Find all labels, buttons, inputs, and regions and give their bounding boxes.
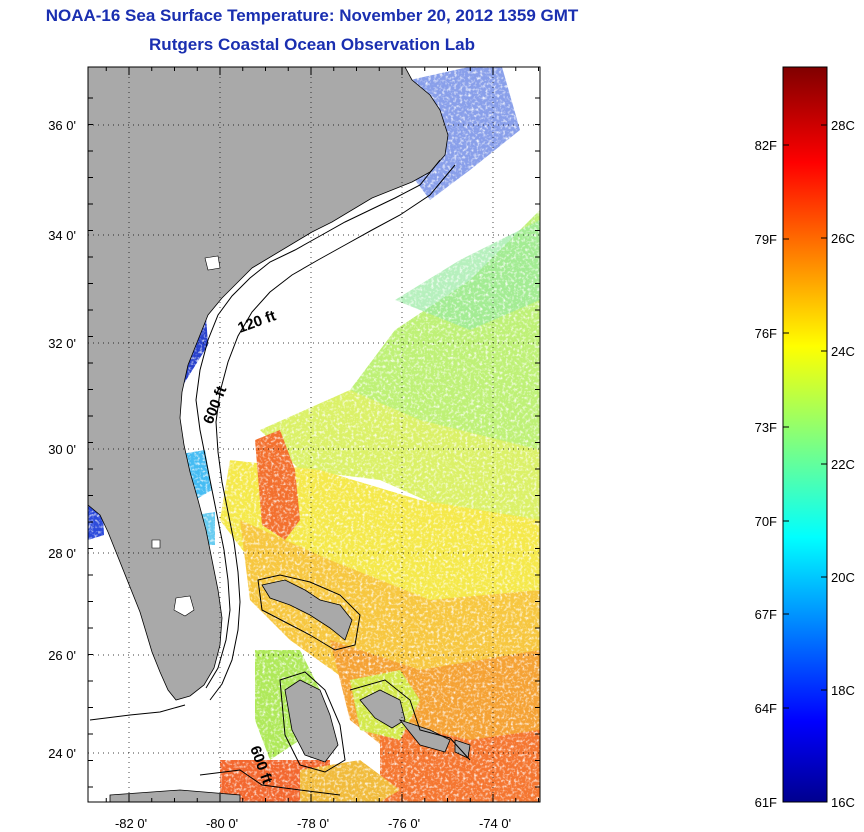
colorbar-ticks (783, 124, 827, 709)
fahrenheit-label: 79F (755, 232, 777, 247)
fahrenheit-label: 73F (755, 420, 777, 435)
graticule (88, 67, 540, 802)
latitude-labels: 36 0' 34 0' 32 0' 30 0' 28 0' 26 0' 24 0… (48, 118, 76, 761)
celsius-label: 28C (831, 118, 855, 133)
fahrenheit-label: 82F (755, 138, 777, 153)
land-mask (88, 67, 471, 802)
lakes (151, 255, 221, 617)
colorbar-celsius-labels: 28C 26C 24C 22C 20C 18C 16C (831, 118, 855, 810)
fahrenheit-label: 67F (755, 607, 777, 622)
celsius-label: 18C (831, 683, 855, 698)
lat-label: 32 0' (48, 336, 76, 351)
colorbar-fahrenheit-labels: 82F 79F 76F 73F 70F 67F 64F 61F (755, 138, 777, 810)
fahrenheit-label: 61F (755, 795, 777, 810)
lat-label: 28 0' (48, 546, 76, 561)
celsius-label: 22C (831, 457, 855, 472)
celsius-label: 26C (831, 231, 855, 246)
map-title: NOAA-16 Sea Surface Temperature: Novembe… (45, 6, 579, 25)
colorbar: 82F 79F 76F 73F 70F 67F 64F 61F 28C 26C … (755, 66, 855, 810)
map-frame (87, 66, 541, 803)
lat-label: 30 0' (48, 442, 76, 457)
fahrenheit-label: 64F (755, 701, 777, 716)
celsius-label: 24C (831, 344, 855, 359)
lat-label: 34 0' (48, 228, 76, 243)
lat-label: 26 0' (48, 648, 76, 663)
lat-label: 36 0' (48, 118, 76, 133)
map-plot-area: 120 ft 600 ft 600 ft (88, 67, 540, 802)
colorbar-gradient (782, 66, 828, 803)
lon-label: -76 0' (388, 816, 420, 831)
fahrenheit-label: 70F (755, 514, 777, 529)
longitude-labels: -82 0' -80 0' -78 0' -76 0' -74 0' (115, 816, 511, 831)
fahrenheit-label: 76F (755, 326, 777, 341)
lon-label: -82 0' (115, 816, 147, 831)
celsius-label: 20C (831, 570, 855, 585)
map-subtitle: Rutgers Coastal Ocean Observation Lab (149, 35, 475, 54)
lon-label: -78 0' (297, 816, 329, 831)
map-ticks (88, 67, 540, 802)
lat-label: 24 0' (48, 746, 76, 761)
lon-label: -80 0' (206, 816, 238, 831)
celsius-label: 16C (831, 795, 855, 810)
lon-label: -74 0' (479, 816, 511, 831)
